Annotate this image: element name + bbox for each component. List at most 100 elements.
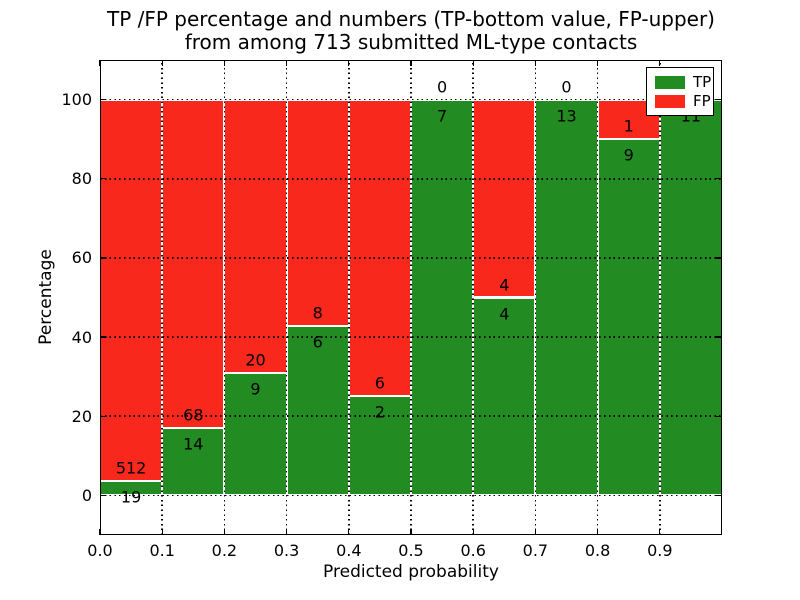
y-tick-mark-left [100, 494, 106, 497]
gridline-vertical [659, 60, 661, 535]
y-tick-label: 40 [71, 327, 92, 347]
legend-swatch [655, 76, 685, 89]
chart-title-line2: from among 713 submitted ML-type contact… [184, 30, 638, 54]
x-tick-label: 0.0 [87, 541, 113, 560]
fp-count-label: 1 [623, 116, 634, 136]
y-tick-label: 80 [71, 169, 92, 189]
x-tick-mark-bottom [472, 529, 474, 535]
x-tick-mark-top [472, 60, 474, 66]
gridline-vertical [596, 60, 599, 535]
y-tick-label: 100 [61, 90, 92, 110]
x-tick-label: 0.7 [522, 541, 549, 560]
y-tick-mark-right [716, 257, 722, 259]
x-tick-mark-top [99, 60, 101, 66]
fp-bar-segment [100, 99, 163, 482]
x-tick-mark-top [659, 60, 661, 66]
gridline-vertical [410, 60, 412, 535]
x-tick-label: 0.3 [273, 541, 300, 560]
fp-count-label: 8 [312, 303, 323, 323]
y-tick-mark-right [716, 494, 722, 497]
y-tick-mark-right [716, 98, 722, 101]
tp-bar-segment [659, 99, 722, 496]
fp-count-label: 4 [499, 275, 510, 294]
x-tick-mark-bottom [99, 529, 101, 535]
x-tick-mark-top [534, 60, 537, 66]
y-tick-mark-left [100, 415, 106, 417]
gridline-vertical [223, 60, 226, 535]
x-tick-mark-top [596, 60, 599, 66]
tp-count-label: 4 [499, 304, 510, 323]
x-tick-mark-top [348, 60, 350, 66]
x-tick-mark-bottom [161, 529, 163, 535]
tick-marks-layer [99, 60, 722, 535]
fp-count-label: 20 [245, 350, 266, 370]
chart-title: TP /FP percentage and numbers (TP-bottom… [107, 8, 715, 54]
x-tick-label: 0.5 [398, 541, 424, 560]
gridline-vertical [534, 60, 537, 535]
x-tick-label: 0.8 [584, 541, 611, 560]
tp-bar-segment [473, 297, 536, 496]
y-tick-label: 60 [71, 248, 92, 268]
legend-item: TP [647, 73, 713, 92]
gridline-vertical [348, 60, 350, 535]
tp-count-label: 6 [312, 332, 323, 352]
fp-bar-segment [224, 99, 287, 373]
y-tick-mark-left [100, 98, 106, 101]
fp-bar-segment [162, 99, 225, 428]
x-tick-mark-top [410, 60, 412, 66]
fp-bar-segment [348, 99, 411, 397]
x-tick-mark-bottom [659, 529, 661, 535]
bars-layer [100, 60, 722, 535]
x-axis-label: Predicted probability [323, 562, 499, 582]
gridline-vertical [285, 60, 288, 535]
fp-bar-segment [473, 99, 536, 298]
fp-count-label: 0 [437, 77, 448, 97]
y-tick-mark-left [100, 178, 106, 180]
fp-count-label: 0 [561, 77, 572, 97]
x-tick-mark-bottom [534, 529, 537, 535]
x-tick-mark-top [161, 60, 163, 66]
y-tick-mark-left [100, 257, 106, 259]
tp-count-label: 19 [120, 487, 142, 507]
tp-bar-segment [597, 139, 660, 496]
legend: TP FP [646, 67, 714, 116]
y-tick-mark-left [100, 336, 106, 338]
tp-count-label: 9 [623, 145, 634, 165]
x-tick-label: 0.2 [211, 541, 238, 560]
tp-count-label: 14 [183, 434, 204, 454]
tp-count-label: 2 [374, 402, 385, 422]
chart-title-line1: TP /FP percentage and numbers (TP-bottom… [107, 7, 715, 31]
x-tick-label: 0.4 [336, 541, 362, 560]
tp-count-label: 7 [437, 106, 448, 126]
gridline-vertical [472, 60, 474, 535]
x-tick-mark-bottom [596, 529, 599, 535]
grid-layer [100, 60, 722, 535]
x-tick-mark-bottom [348, 529, 350, 535]
tp-bar-segment [348, 396, 411, 496]
y-tick-mark-right [716, 336, 722, 338]
tp-count-label: 9 [250, 379, 261, 399]
legend-swatch [655, 95, 685, 108]
y-tick-label: 20 [71, 406, 92, 426]
x-tick-mark-bottom [410, 529, 412, 535]
fp-count-label: 512 [115, 458, 147, 478]
gridline-vertical [161, 60, 163, 535]
tp-bar-segment [411, 99, 474, 496]
tp-count-label: 13 [556, 106, 577, 126]
y-tick-label: 0 [81, 485, 92, 505]
x-tick-mark-bottom [223, 529, 226, 535]
legend-item-label: FP [693, 92, 711, 110]
y-tick-mark-right [716, 178, 722, 180]
x-tick-mark-top [223, 60, 226, 66]
legend-item: FP [647, 92, 713, 111]
fp-count-label: 68 [183, 405, 204, 425]
y-tick-mark-right [716, 415, 722, 417]
x-tick-mark-top [285, 60, 288, 66]
x-tick-label: 0.1 [149, 541, 175, 560]
fp-count-label: 6 [374, 373, 385, 393]
x-tick-mark-bottom [285, 529, 288, 535]
x-tick-label: 0.9 [647, 541, 673, 560]
tp-bar-segment [535, 99, 598, 496]
